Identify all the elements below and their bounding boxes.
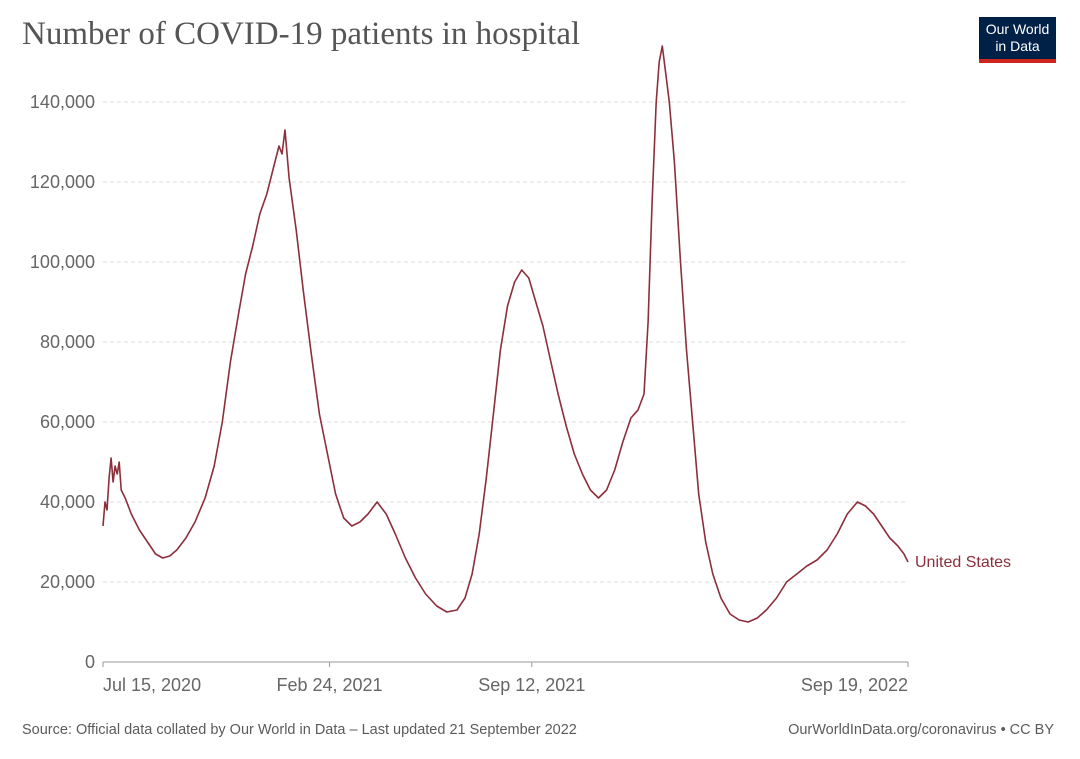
y-tick-label: 60,000 (40, 412, 95, 432)
chart-title: Number of COVID-19 patients in hospital (22, 16, 581, 52)
credit-link[interactable]: OurWorldInData.org/coronavirus • CC BY (788, 722, 1054, 738)
y-axis-tick-labels: 0 20,000 40,000 60,000 80,000 100,000 120,000 1… (30, 92, 95, 672)
series-line-united-states[interactable] (102, 45, 909, 623)
y-tick-label: 120,000 (30, 172, 95, 192)
y-tick-label: 80,000 (40, 332, 95, 352)
source-note: Source: Official data collated by Our Wo… (22, 722, 577, 738)
y-tick-label: 100,000 (30, 252, 95, 272)
y-tick-label: 140,000 (30, 92, 95, 112)
series-label: United States (915, 554, 1011, 571)
logo-line-2: in Data (995, 38, 1040, 54)
series-layer: United States (102, 45, 1011, 623)
x-tick-label: Sep 12, 2021 (478, 675, 585, 695)
x-tick-label: Sep 19, 2022 (801, 675, 908, 695)
x-tick-label: Feb 24, 2021 (276, 675, 382, 695)
gridlines (103, 101, 908, 583)
y-tick-label: 0 (85, 652, 95, 672)
source-prefix: Source: (22, 722, 76, 738)
y-tick-label: 40,000 (40, 492, 95, 512)
logo-line-1: Our World (985, 21, 1050, 37)
x-tick-label: Jul 15, 2020 (103, 675, 201, 695)
y-tick-label: 20,000 (40, 572, 95, 592)
source-text: Official data collated by Our World in D… (76, 722, 577, 738)
x-axis: Jul 15, 2020 Feb 24, 2021 Sep 12, 2021 Sep … (102, 661, 909, 695)
owid-logo[interactable]: Our World in Data (979, 17, 1056, 63)
